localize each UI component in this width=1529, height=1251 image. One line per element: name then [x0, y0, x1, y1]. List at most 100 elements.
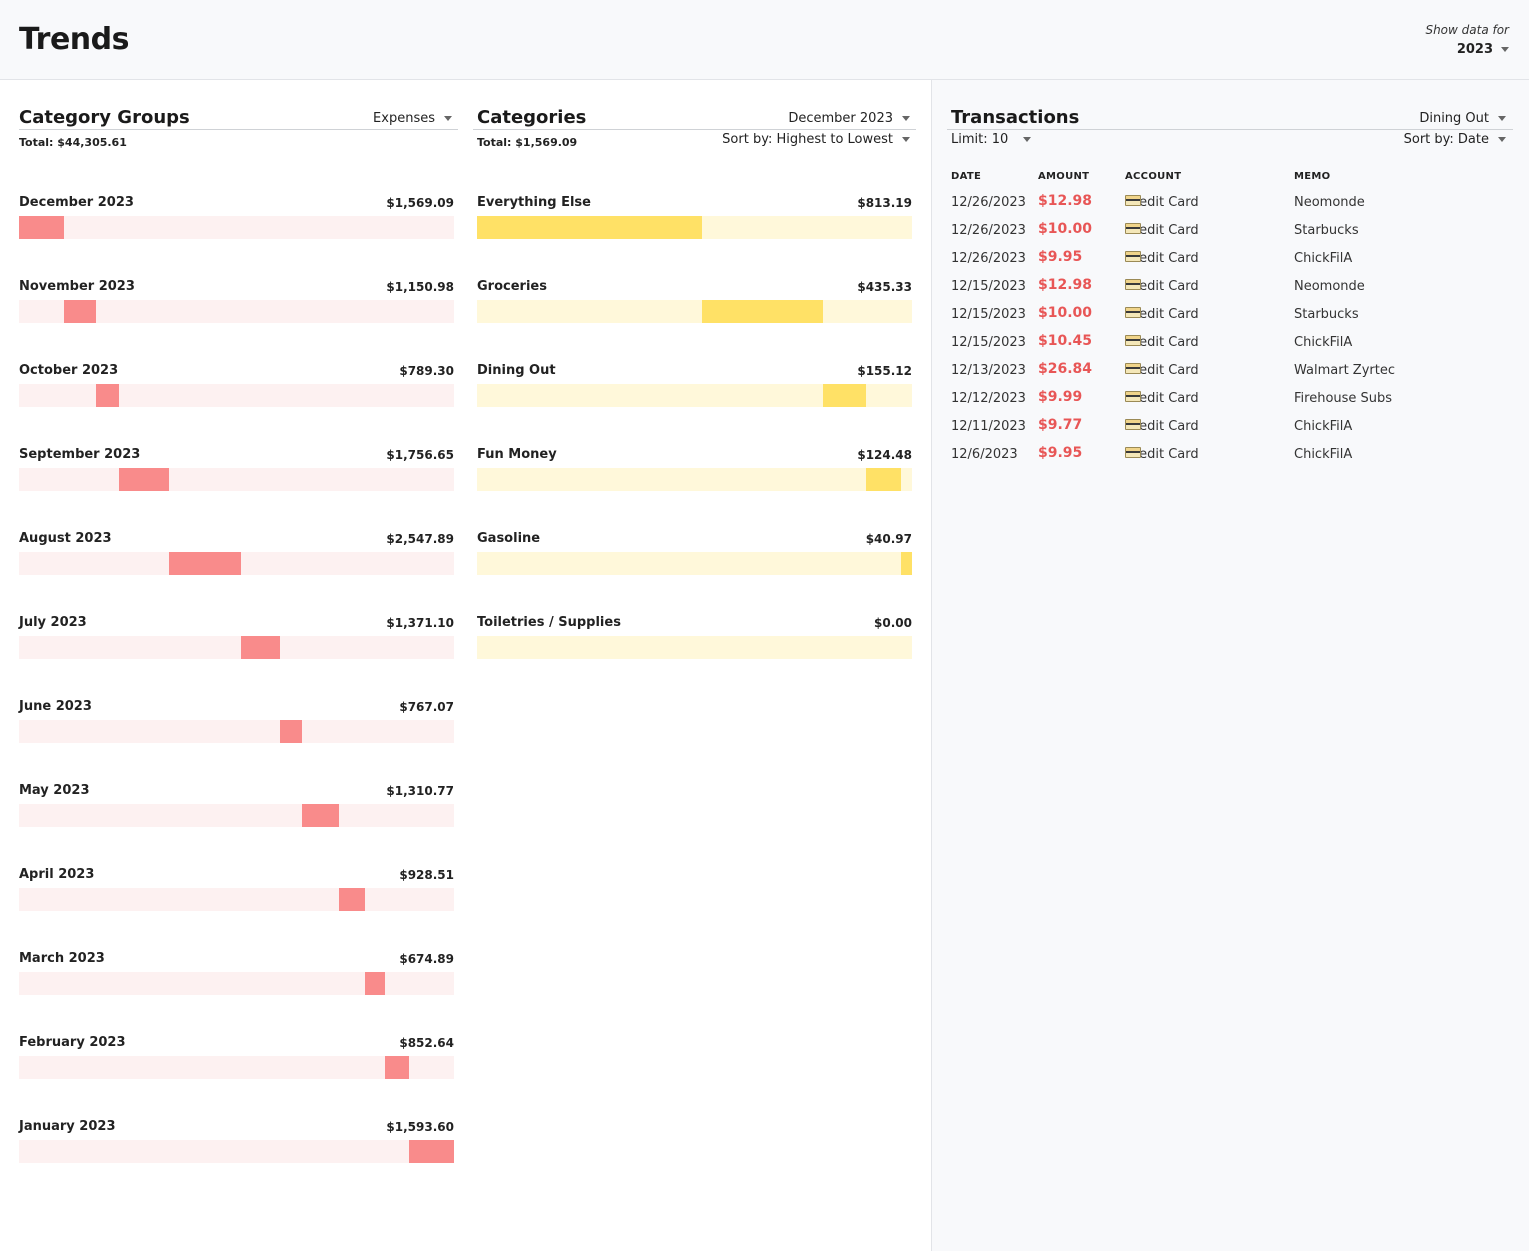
month-bar-fill: [384, 1056, 409, 1079]
table-row[interactable]: 12/26/2023 $10.00 Credit Card Starbucks: [951, 221, 1511, 249]
show-data-label: Show data for: [1425, 23, 1509, 37]
month-bar-fill: [168, 552, 241, 575]
month-bar-row[interactable]: February 2023 $852.64: [19, 1035, 454, 1081]
month-bar-value: $674.89: [399, 952, 454, 966]
table-row[interactable]: 12/26/2023 $9.95 Credit Card ChickFilA: [951, 249, 1511, 277]
month-bar-fill: [365, 972, 385, 995]
transaction-date: 12/15/2023: [951, 307, 1026, 322]
categories-sort-select[interactable]: Sort by: Highest to Lowest: [722, 132, 910, 147]
category-bar-fill: [866, 468, 901, 491]
month-bar-value: $1,310.77: [386, 784, 454, 798]
month-bar-track: [19, 1056, 454, 1079]
transaction-date: 12/12/2023: [951, 391, 1026, 406]
column-header-amount[interactable]: AMOUNT: [1038, 171, 1090, 182]
transactions-title: Transactions: [951, 107, 1080, 128]
category-bar-label: Everything Else: [477, 195, 591, 210]
credit-card-icon: [1125, 391, 1141, 402]
transactions-limit-select[interactable]: Limit: 10: [951, 132, 1032, 147]
month-bar-row[interactable]: July 2023 $1,371.10: [19, 615, 454, 661]
transaction-amount: $10.00: [1038, 221, 1093, 237]
month-bar-row[interactable]: March 2023 $674.89: [19, 951, 454, 997]
credit-card-icon: [1125, 307, 1141, 318]
transaction-amount: $10.45: [1038, 333, 1093, 349]
month-bar-track: [19, 552, 454, 575]
category-bar-track: [477, 300, 912, 323]
transaction-amount: $9.77: [1038, 417, 1083, 433]
month-bar-fill: [118, 468, 169, 491]
category-bar-row[interactable]: Dining Out $155.12: [477, 363, 912, 409]
category-bar-row[interactable]: Gasoline $40.97: [477, 531, 912, 577]
transactions-category-value: Dining Out: [1419, 111, 1489, 126]
category-bar-value: $40.97: [865, 532, 912, 546]
month-bar-track: [19, 972, 454, 995]
month-bar-label: March 2023: [19, 951, 105, 966]
transactions-category-select[interactable]: Dining Out: [1419, 111, 1506, 126]
table-row[interactable]: 12/15/2023 $10.00 Credit Card Starbucks: [951, 305, 1511, 333]
month-bar-row[interactable]: December 2023 $1,569.09: [19, 195, 454, 241]
table-row[interactable]: 12/15/2023 $12.98 Credit Card Neomonde: [951, 277, 1511, 305]
table-row[interactable]: 12/11/2023 $9.77 Credit Card ChickFilA: [951, 417, 1511, 445]
credit-card-icon: [1125, 419, 1141, 430]
category-bar-row[interactable]: Groceries $435.33: [477, 279, 912, 325]
category-bar-label: Dining Out: [477, 363, 556, 378]
month-bar-row[interactable]: January 2023 $1,593.60: [19, 1119, 454, 1165]
category-groups-filter-select[interactable]: Expenses: [373, 111, 452, 126]
month-bar-row[interactable]: November 2023 $1,150.98: [19, 279, 454, 325]
category-bar-row[interactable]: Everything Else $813.19: [477, 195, 912, 241]
categories-month-value: December 2023: [788, 111, 893, 126]
column-header-memo[interactable]: MEMO: [1294, 171, 1331, 182]
month-bar-track: [19, 216, 454, 239]
transaction-date: 12/15/2023: [951, 279, 1026, 294]
category-bar-row[interactable]: Toiletries / Supplies $0.00: [477, 615, 912, 661]
chevron-down-icon: [902, 137, 910, 142]
category-bar-track: [477, 468, 912, 491]
transaction-date: 12/15/2023: [951, 335, 1026, 350]
credit-card-icon: [1125, 223, 1141, 234]
month-bar-label: November 2023: [19, 279, 135, 294]
table-row[interactable]: 12/26/2023 $12.98 Credit Card Neomonde: [951, 193, 1511, 221]
categories-title: Categories: [477, 107, 587, 128]
category-bar-label: Gasoline: [477, 531, 541, 546]
month-bar-row[interactable]: April 2023 $928.51: [19, 867, 454, 913]
month-bar-track: [19, 384, 454, 407]
category-bar-track: [477, 636, 912, 659]
month-bar-row[interactable]: August 2023 $2,547.89: [19, 531, 454, 577]
month-bar-fill: [301, 804, 339, 827]
transaction-account: Credit Card: [1125, 307, 1199, 322]
table-row[interactable]: 12/6/2023 $9.95 Credit Card ChickFilA: [951, 445, 1511, 473]
category-bar-row[interactable]: Fun Money $124.48: [477, 447, 912, 493]
transaction-account-label: Credit Card: [1125, 279, 1199, 294]
month-bar-label: September 2023: [19, 447, 141, 462]
month-bar-row[interactable]: September 2023 $1,756.65: [19, 447, 454, 493]
month-bar-value: $1,150.98: [386, 280, 454, 294]
transaction-account-label: Credit Card: [1125, 447, 1199, 462]
categories-sort-value: Sort by: Highest to Lowest: [722, 132, 893, 147]
month-bar-value: $852.64: [399, 1036, 454, 1050]
month-bar-fill: [19, 216, 64, 239]
transactions-sort-select[interactable]: Sort by: Date: [1404, 132, 1506, 147]
transaction-date: 12/6/2023: [951, 447, 1018, 462]
credit-card-icon: [1125, 447, 1141, 458]
categories-month-select[interactable]: December 2023: [788, 111, 910, 126]
transaction-account-label: Credit Card: [1125, 391, 1199, 406]
month-bar-track: [19, 888, 454, 911]
month-bar-row[interactable]: October 2023 $789.30: [19, 363, 454, 409]
month-bar-row[interactable]: May 2023 $1,310.77: [19, 783, 454, 829]
table-row[interactable]: 12/15/2023 $10.45 Credit Card ChickFilA: [951, 333, 1511, 361]
table-row[interactable]: 12/13/2023 $26.84 Credit Card Walmart Zyrte…: [951, 361, 1511, 389]
month-bar-track: [19, 468, 454, 491]
category-bar-fill: [702, 300, 824, 323]
column-header-date[interactable]: DATE: [951, 171, 982, 182]
year-select[interactable]: 2023: [1457, 42, 1509, 57]
table-row[interactable]: 12/12/2023 $9.99 Credit Card Firehouse Subs: [951, 389, 1511, 417]
column-header-account[interactable]: ACCOUNT: [1125, 171, 1182, 182]
month-bar-value: $1,756.65: [386, 448, 454, 462]
divider: [19, 129, 458, 130]
transaction-memo: Neomonde: [1294, 279, 1365, 294]
transaction-account: Credit Card: [1125, 251, 1199, 266]
credit-card-icon: [1125, 363, 1141, 374]
category-bar-value: $155.12: [857, 364, 912, 378]
category-bar-label: Fun Money: [477, 447, 557, 462]
month-bar-row[interactable]: June 2023 $767.07: [19, 699, 454, 745]
month-bar-fill: [408, 1140, 454, 1163]
